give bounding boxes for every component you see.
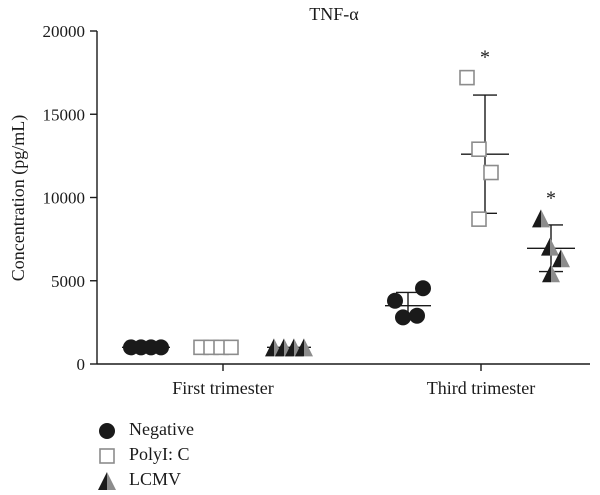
y-tick-label: 15000	[43, 105, 86, 124]
square-marker-icon	[99, 448, 115, 464]
negative-point	[409, 307, 425, 324]
chart-title: TNF-α	[309, 4, 359, 24]
lcmv-point	[552, 249, 570, 268]
lcmv-point	[541, 237, 559, 256]
polyic-point	[483, 164, 499, 181]
tnf-alpha-chart: TNF-α Concentration (pg/mL) 0 5000 10000 15…	[8, 4, 590, 398]
legend-label-negative: Negative	[129, 419, 194, 439]
negative-point	[153, 339, 169, 356]
y-tick-label: 20000	[43, 22, 86, 41]
polyic-point	[459, 69, 475, 86]
polyic-point	[223, 339, 239, 356]
y-axis: 0 5000 10000 15000 20000	[43, 22, 98, 374]
y-tick-label: 5000	[51, 272, 85, 291]
negative-point	[415, 280, 431, 297]
negative-point	[395, 309, 411, 326]
legend-label-lcmv: LCMV	[129, 469, 182, 489]
lcmv-point	[542, 264, 560, 283]
polyic-point	[471, 141, 487, 158]
y-axis-label: Concentration (pg/mL)	[8, 115, 29, 281]
polyic-point	[471, 211, 487, 227]
negative-point	[387, 292, 403, 309]
y-tick-label: 10000	[43, 189, 86, 208]
circle-marker-icon	[99, 423, 115, 439]
x-tick-label: First trimester	[172, 378, 274, 398]
significance-asterisk: *	[546, 187, 556, 209]
x-axis: First trimester Third trimester	[97, 363, 590, 398]
lcmv-point	[295, 338, 313, 357]
legend-label-polyic: PolyI: C	[129, 444, 190, 464]
x-tick-label: Third trimester	[427, 378, 535, 398]
y-tick-label: 0	[77, 355, 86, 374]
significance-asterisk: *	[480, 47, 490, 69]
data-points: **	[122, 47, 575, 357]
lcmv-point	[532, 209, 550, 228]
split-triangle-marker-icon	[98, 472, 116, 490]
